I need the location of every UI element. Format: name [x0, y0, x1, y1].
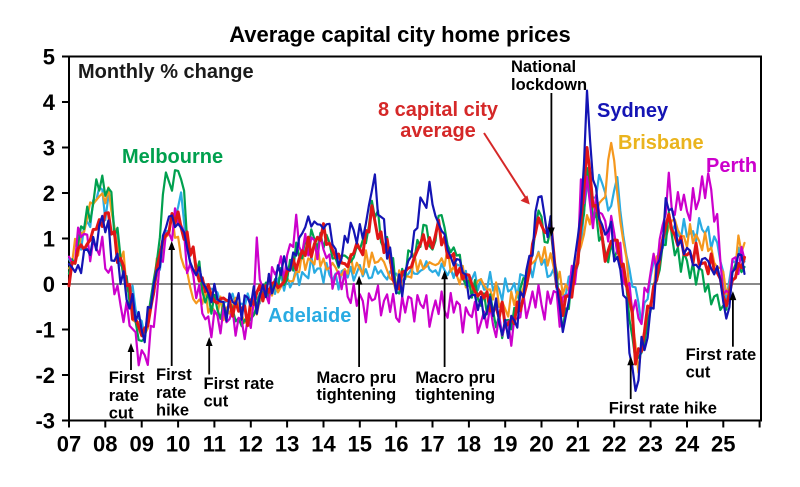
svg-text:08: 08	[93, 432, 117, 457]
svg-text:23: 23	[638, 432, 662, 457]
svg-text:10: 10	[166, 432, 190, 457]
svg-text:07: 07	[57, 432, 81, 457]
svg-text:3: 3	[43, 136, 55, 161]
svg-text:11: 11	[203, 432, 226, 457]
svg-text:0: 0	[43, 272, 55, 297]
svg-text:cut: cut	[204, 393, 229, 411]
svg-text:09: 09	[129, 432, 153, 457]
svg-text:Adelaide: Adelaide	[268, 305, 351, 327]
svg-text:16: 16	[384, 432, 408, 457]
svg-text:12: 12	[239, 432, 263, 457]
svg-text:4: 4	[43, 90, 56, 115]
svg-text:2: 2	[43, 181, 55, 206]
svg-text:First rate: First rate	[686, 346, 757, 364]
svg-text:rate: rate	[109, 387, 139, 405]
svg-text:rate: rate	[156, 384, 186, 402]
svg-text:13: 13	[275, 432, 299, 457]
svg-text:1: 1	[43, 227, 55, 252]
svg-text:Monthly % change: Monthly % change	[78, 61, 254, 83]
svg-text:24: 24	[675, 432, 700, 457]
svg-text:hike: hike	[156, 402, 189, 420]
svg-text:25: 25	[711, 432, 735, 457]
svg-text:-1: -1	[35, 318, 55, 343]
svg-text:-2: -2	[35, 363, 55, 388]
svg-text:14: 14	[311, 432, 336, 457]
svg-text:Perth: Perth	[706, 155, 757, 177]
svg-text:First rate hike: First rate hike	[609, 400, 717, 418]
svg-text:-3: -3	[35, 409, 55, 434]
svg-text:Melbourne: Melbourne	[122, 146, 223, 168]
svg-text:19: 19	[493, 432, 517, 457]
svg-text:average: average	[400, 120, 476, 142]
svg-text:First: First	[109, 369, 145, 387]
svg-text:lockdown: lockdown	[511, 76, 587, 94]
svg-text:20: 20	[529, 432, 553, 457]
svg-text:National: National	[511, 58, 576, 76]
svg-text:Macro pru: Macro pru	[317, 369, 397, 387]
svg-text:5: 5	[43, 45, 55, 70]
svg-text:Sydney: Sydney	[597, 100, 669, 122]
svg-text:tightening: tightening	[415, 386, 495, 404]
svg-text:Brisbane: Brisbane	[618, 132, 704, 154]
svg-text:22: 22	[602, 432, 626, 457]
svg-text:First: First	[156, 366, 192, 384]
svg-text:First rate: First rate	[204, 375, 275, 393]
svg-text:21: 21	[566, 432, 590, 457]
svg-text:cut: cut	[109, 405, 134, 423]
svg-text:cut: cut	[686, 364, 711, 382]
svg-text:tightening: tightening	[317, 386, 397, 404]
svg-text:15: 15	[348, 432, 372, 457]
svg-text:17: 17	[420, 432, 444, 457]
svg-text:18: 18	[457, 432, 481, 457]
svg-text:8 capital city: 8 capital city	[378, 99, 499, 121]
svg-text:Macro pru: Macro pru	[415, 369, 495, 387]
svg-text:Average capital city home pric: Average capital city home prices	[229, 22, 571, 47]
